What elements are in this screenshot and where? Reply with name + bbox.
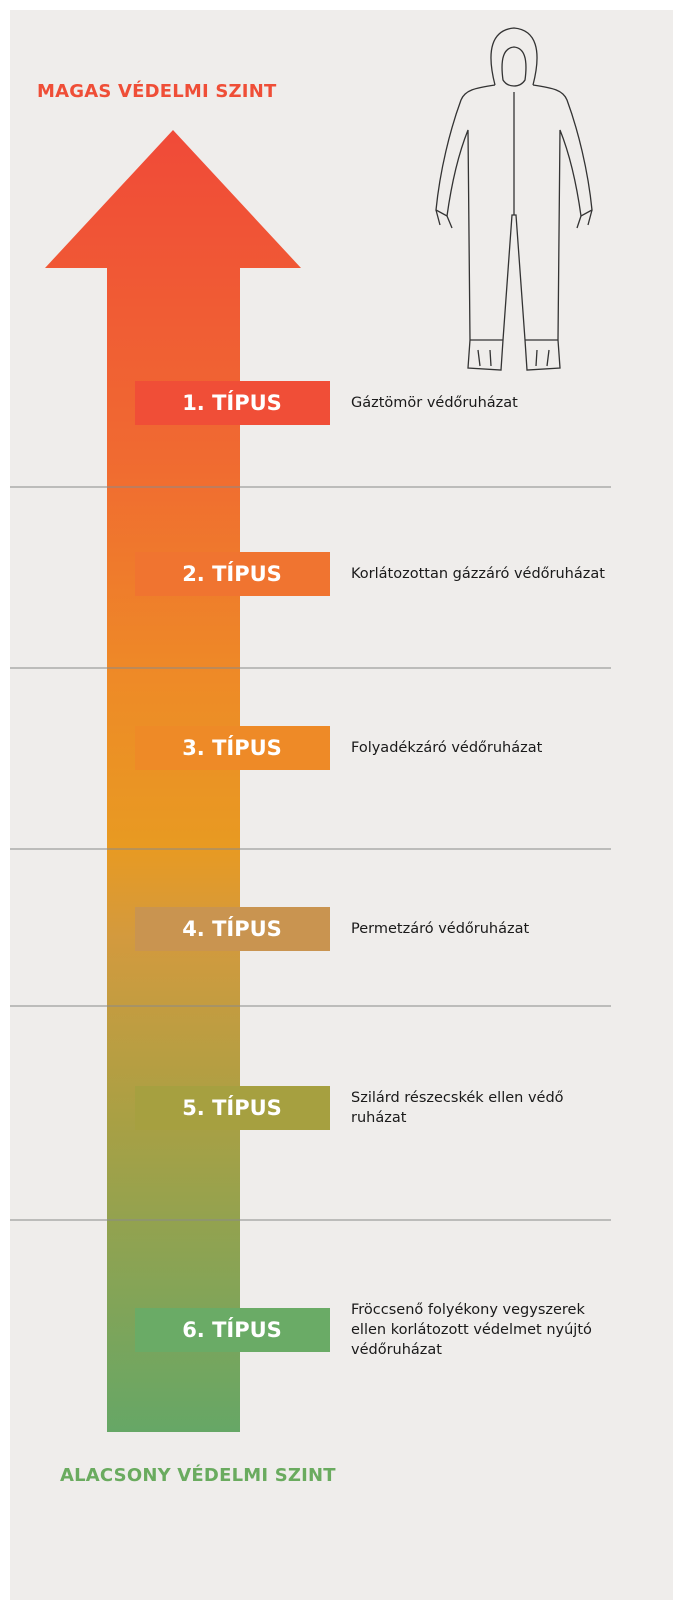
coverall-icon [436,28,592,370]
type-label: 1. TÍPUS [182,390,282,415]
type-description: Korlátozottan gázzáró védőruházat [351,564,613,584]
type-description: Fröccsenő folyékony vegyszerek ellen kor… [351,1300,613,1360]
type-description: Folyadékzáró védőruházat [351,738,613,758]
bottom-label: ALACSONY VÉDELMI SZINT [60,1465,336,1486]
top-label: MAGAS VÉDELMI SZINT [37,81,276,102]
type-label: 2. TÍPUS [182,561,282,586]
diagram: 1. TÍPUS 2. TÍPUS 3. TÍPUS 4. TÍPUS 5. TÍPUS… [0,0,683,1609]
type-label: 4. TÍPUS [182,916,282,941]
type-label: 5. TÍPUS [182,1095,282,1120]
page: 1. TÍPUS 2. TÍPUS 3. TÍPUS 4. TÍPUS 5. TÍPUS… [0,0,683,1609]
type-label: 6. TÍPUS [182,1317,282,1342]
arrow [45,130,301,1432]
type-description: Permetzáró védőruházat [351,919,613,939]
type-label: 3. TÍPUS [182,735,282,760]
type-description: Szilárd részecskék ellen védő ruházat [351,1088,613,1128]
type-description: Gáztömör védőruházat [351,393,613,413]
